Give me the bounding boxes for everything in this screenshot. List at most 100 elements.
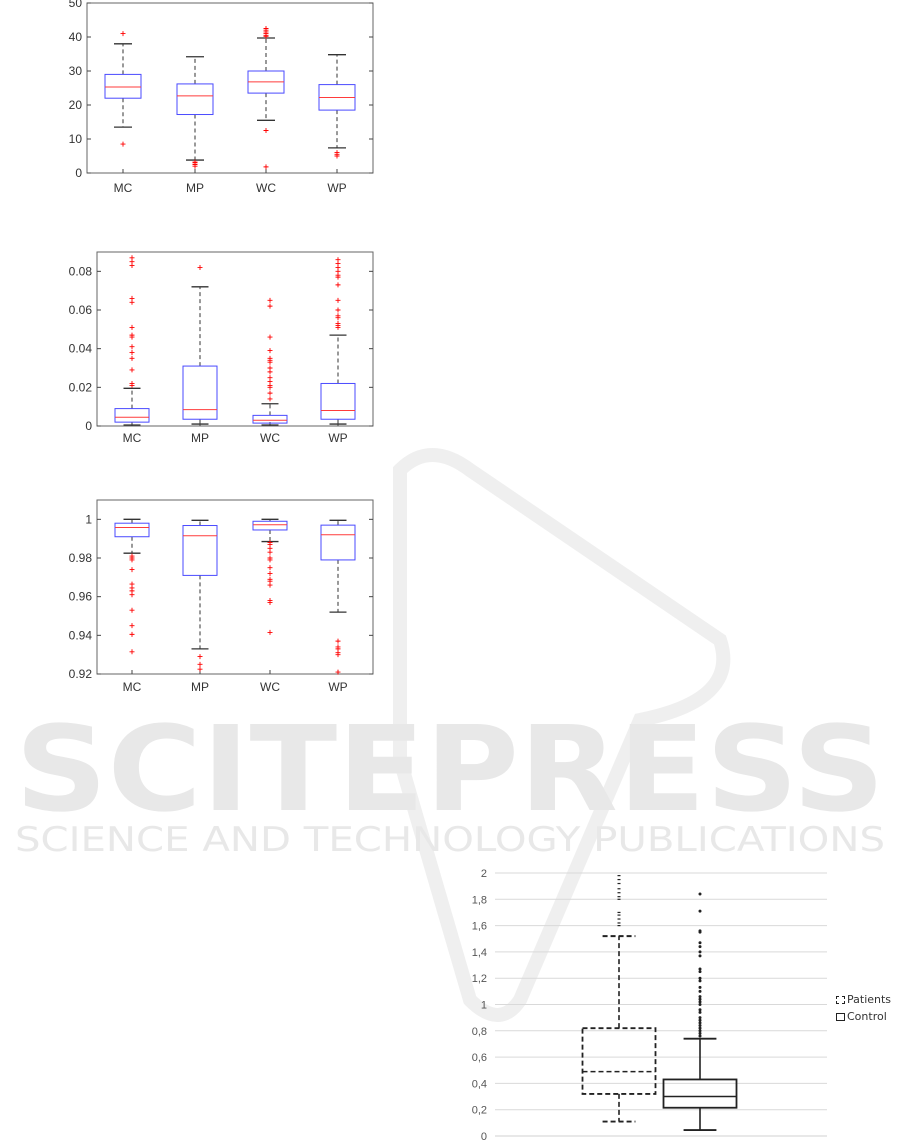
watermark-main: SCITEPRESS: [15, 700, 885, 838]
outlier-marker: [129, 592, 135, 598]
outlier-marker: [698, 1026, 702, 1030]
y-tick-label: 30: [69, 64, 83, 78]
y-tick-label: 1,8: [472, 894, 487, 906]
y-tick-label: 0,8: [472, 1026, 487, 1038]
box-mp: [182, 264, 218, 425]
y-tick-label: 10: [69, 132, 83, 146]
outlier-marker: [129, 631, 135, 637]
outlier-marker: [698, 997, 702, 1001]
y-tick-label: 40: [69, 30, 83, 44]
y-tick-label: 50: [69, 0, 83, 10]
y-tick-label: 1: [85, 512, 92, 526]
box-iqr: [320, 524, 356, 561]
outlier-marker: [129, 344, 135, 350]
y-tick-label: 20: [69, 98, 83, 112]
outlier-marker: [335, 257, 341, 263]
outlier-marker: [129, 567, 135, 573]
x-tick-label: WC: [260, 431, 280, 445]
y-tick-label: 1,2: [472, 973, 487, 985]
outlier-marker: [335, 652, 341, 658]
box-patients: [581, 875, 657, 1123]
box-iqr: [320, 382, 356, 420]
outlier-marker: [698, 1010, 702, 1014]
box-iqr: [252, 520, 288, 531]
outlier-marker: [197, 264, 203, 270]
y-tick-label: 0,2: [472, 1105, 487, 1117]
box-wc: [252, 297, 288, 426]
box-iqr: [252, 414, 288, 424]
outlier-marker: [698, 950, 702, 954]
chart-4: 0 0,2 0,4 0,6 0,8 1 1,2 1,4 1,6 1,8 2: [472, 868, 827, 1141]
box-mc: [104, 31, 142, 147]
box-wp: [320, 519, 356, 675]
outlier-marker: [335, 282, 341, 288]
legend-swatch-patients: [836, 995, 845, 1004]
outlier-marker: [267, 599, 273, 605]
outlier-marker: [698, 1024, 702, 1028]
chart-1: 0 10 20 30 40 50 MC MP WC WP: [69, 0, 374, 195]
outlier-marker: [129, 623, 135, 629]
outlier-marker: [192, 163, 198, 169]
box-wc: [252, 518, 288, 635]
x-tick-label: MC: [123, 680, 142, 694]
outlier-marker: [129, 324, 135, 330]
y-tick-label: 0: [85, 419, 92, 433]
outlier-marker: [267, 334, 273, 340]
box-iqr: [176, 83, 214, 116]
y-tick-label: 0.02: [69, 380, 93, 394]
box-mc: [114, 518, 150, 655]
y-tick-label: 0.08: [69, 264, 93, 278]
outlier-marker: [698, 1003, 702, 1006]
outlier-marker: [129, 332, 135, 338]
outlier-marker: [335, 321, 341, 327]
y-tick-label: 0.92: [69, 667, 93, 681]
x-tick-label: WC: [260, 680, 280, 694]
outlier-marker: [698, 941, 702, 945]
outlier-marker: [197, 666, 203, 672]
outlier-marker: [698, 976, 702, 980]
x-tick-label: MC: [114, 181, 133, 195]
outlier-marker: [698, 985, 702, 989]
outlier-marker: [129, 255, 135, 261]
box-iqr: [114, 408, 150, 423]
legend-label: Control: [847, 1010, 887, 1023]
outlier-marker: [335, 307, 341, 313]
box-wp: [320, 257, 356, 425]
outlier-marker: [197, 661, 203, 667]
outlier-marker: [120, 141, 126, 147]
outlier-marker: [698, 1000, 702, 1004]
chart-3: 0.92 0.94 0.96 0.98 1 MC MP WC WP: [69, 499, 374, 694]
chart-2: 0 0.02 0.04 0.06 0.08 MC MP WC WP: [69, 251, 374, 445]
x-tick-label: WP: [328, 680, 347, 694]
watermark-swoosh: [393, 448, 731, 1022]
y-tick-label: 0.98: [69, 551, 93, 565]
box-wc: [247, 26, 285, 170]
outlier-marker: [334, 153, 340, 159]
y-tick-label: 2: [481, 868, 487, 880]
y-tick-label: 0,4: [472, 1078, 487, 1090]
x-tick-label: WP: [328, 431, 347, 445]
box-iqr: [182, 365, 218, 420]
box-iqr: [581, 1027, 657, 1095]
box-control: [662, 892, 738, 1132]
x-tick-label: MP: [191, 680, 209, 694]
outlier-marker: [129, 557, 135, 563]
outlier-marker: [698, 1018, 702, 1022]
box-iqr: [104, 73, 142, 99]
box-mp: [182, 519, 218, 672]
legend-item-patients: Patients: [836, 993, 891, 1006]
x-tick-label: WC: [256, 181, 276, 195]
outlier-marker: [698, 909, 702, 913]
outlier-marker: [698, 1021, 702, 1025]
box-mp: [176, 56, 214, 169]
legend-item-control: Control: [836, 1010, 887, 1023]
x-tick-label: MC: [123, 431, 142, 445]
x-tick-label: MP: [191, 431, 209, 445]
y-tick-label: 1,4: [472, 947, 487, 959]
outlier-marker: [698, 929, 702, 933]
axes-frame: [86, 2, 374, 174]
outlier-marker: [120, 31, 126, 37]
outlier-marker: [129, 649, 135, 655]
outlier-marker: [197, 654, 203, 660]
